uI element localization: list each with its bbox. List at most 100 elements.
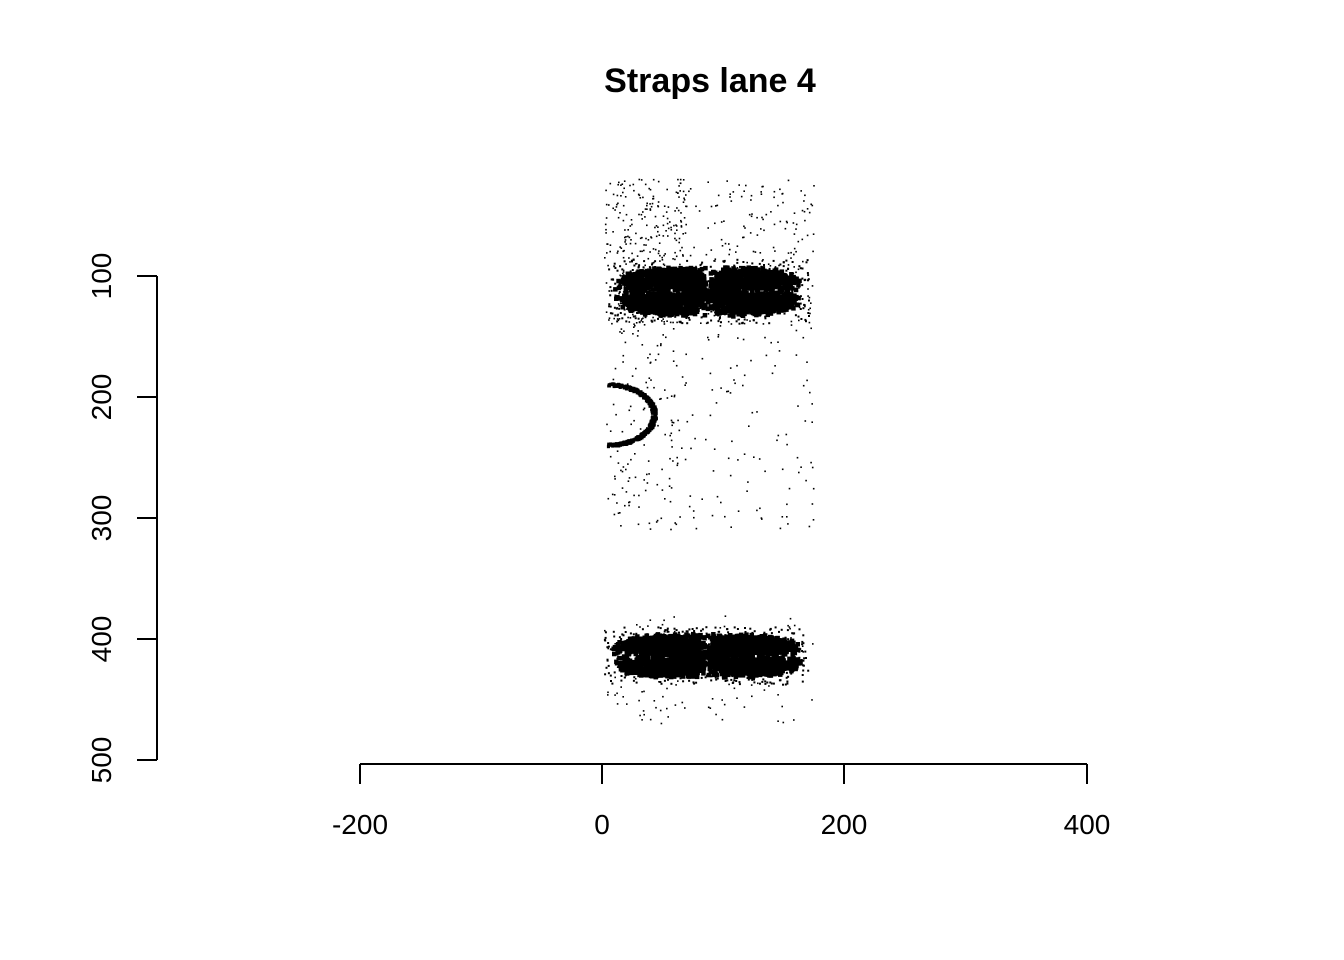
band-point — [714, 290, 719, 295]
band-point — [793, 666, 798, 672]
speckle-point — [738, 322, 741, 325]
speckle-point — [608, 305, 611, 308]
band-point — [796, 282, 801, 288]
band-point — [760, 294, 765, 299]
speckle-point — [722, 287, 725, 290]
speckle-point — [649, 266, 652, 269]
band-point — [666, 283, 671, 288]
speckle-point — [685, 317, 688, 319]
speckle-point — [633, 296, 635, 299]
speckle-point — [625, 320, 628, 323]
speckle-point — [706, 294, 709, 297]
band-point — [774, 652, 779, 657]
band-point — [672, 293, 677, 298]
band-point — [686, 287, 691, 293]
speckle-point — [713, 300, 716, 303]
band-point — [749, 266, 755, 271]
band-point — [707, 660, 713, 665]
band-point — [694, 302, 700, 307]
speckle-point — [787, 277, 789, 280]
speckle-point — [768, 322, 771, 325]
band-point — [623, 291, 628, 296]
band-point — [734, 280, 740, 285]
band-point — [687, 304, 692, 309]
speckle-point — [754, 283, 757, 286]
speckle-point — [730, 311, 732, 314]
band-point — [659, 652, 665, 657]
speckle-point — [673, 278, 676, 281]
speckle-point — [625, 283, 628, 286]
speckle-point — [782, 265, 785, 268]
band-point — [652, 291, 657, 297]
speckle-point — [768, 267, 771, 270]
speckle-point — [658, 275, 660, 278]
band-point — [640, 308, 646, 314]
band-point — [722, 675, 727, 680]
band-point — [720, 635, 725, 640]
band-point — [723, 664, 729, 670]
speckle-point — [639, 299, 642, 302]
band-point — [683, 271, 688, 276]
speckle-point — [775, 286, 778, 289]
band-point — [761, 276, 767, 282]
band-point — [734, 310, 739, 315]
band-point — [731, 290, 737, 296]
band-point — [756, 651, 762, 656]
band-point — [619, 279, 624, 285]
band-point — [717, 302, 722, 308]
speckle-point — [686, 259, 689, 262]
speckle-point — [664, 286, 667, 289]
band-point — [646, 310, 651, 315]
band-point — [659, 300, 664, 306]
band-point — [617, 655, 622, 661]
band-point — [618, 296, 624, 301]
speckle-point — [709, 272, 712, 275]
band-point — [624, 671, 630, 676]
speckle-point — [672, 312, 675, 314]
speckle-point — [801, 267, 804, 270]
speckle-point — [689, 283, 692, 286]
band-point — [683, 313, 688, 318]
band-point — [698, 288, 704, 293]
band-point — [787, 656, 792, 662]
speckle-point — [788, 293, 791, 296]
speckle-point — [649, 273, 652, 276]
band-point — [776, 309, 781, 315]
band-point — [696, 271, 701, 277]
band-point — [770, 286, 775, 291]
band-point — [766, 310, 771, 316]
speckle-point — [726, 308, 729, 311]
speckle-point — [759, 301, 762, 304]
band-point — [670, 304, 675, 309]
band-point — [743, 305, 748, 310]
band-point — [648, 279, 653, 285]
band-point — [638, 290, 644, 295]
speckle-point — [755, 286, 758, 289]
band-point — [637, 672, 642, 678]
speckle-point — [807, 278, 810, 281]
speckle-point — [658, 303, 661, 306]
speckle-point — [717, 275, 720, 278]
band-point — [637, 309, 642, 314]
speckle-point — [743, 318, 746, 321]
speckle-point — [644, 308, 647, 311]
band-point — [793, 645, 799, 651]
band-point — [688, 639, 693, 644]
speckle-point — [736, 285, 739, 288]
band-point — [654, 306, 660, 311]
band-point — [749, 303, 754, 309]
band-point — [739, 312, 745, 318]
speckle-point — [751, 293, 754, 296]
band-point — [692, 670, 697, 675]
speckle-point — [772, 259, 775, 262]
band-point — [749, 646, 754, 651]
speckle-point — [610, 278, 613, 281]
speckle-point — [747, 306, 750, 309]
speckle-point — [712, 282, 715, 285]
band-point — [786, 666, 791, 671]
band-point — [785, 281, 790, 287]
speckle-point — [742, 261, 745, 263]
band-point — [667, 304, 672, 310]
speckle-point — [739, 265, 741, 268]
band-point — [709, 297, 715, 303]
